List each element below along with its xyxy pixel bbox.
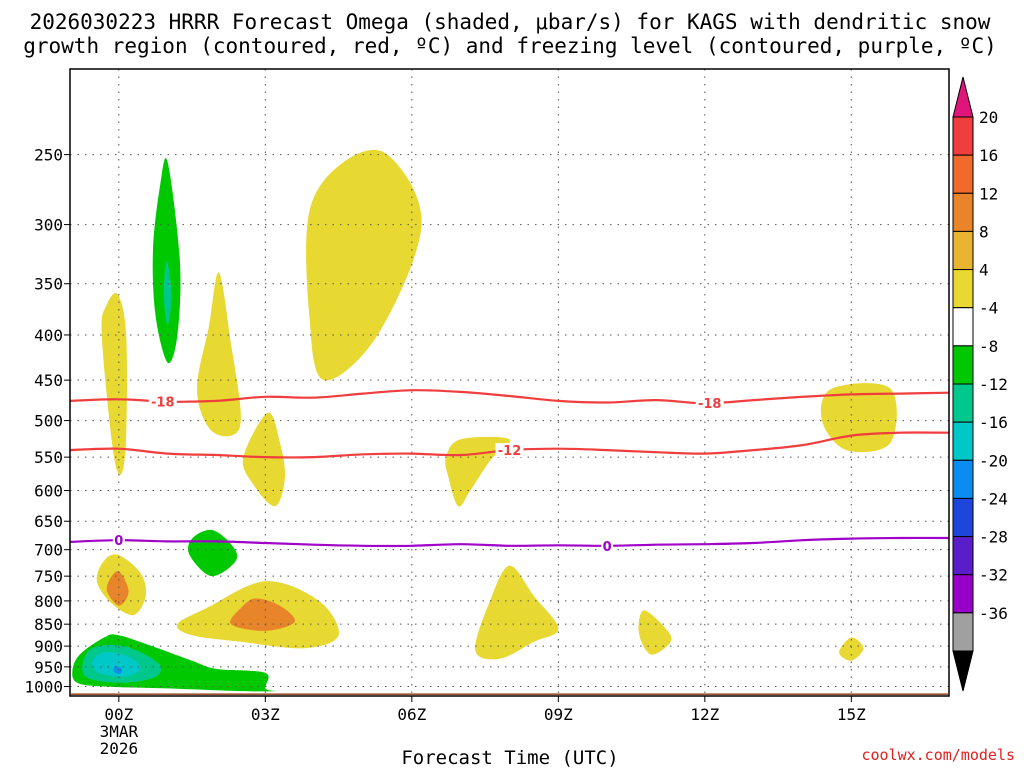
chart-title-line2: growth region (contoured, red, ºC) and f…	[23, 34, 997, 58]
contour-line-0	[69, 536, 950, 548]
y-tick-label: 400	[34, 326, 63, 345]
omega-region-neg4	[188, 529, 238, 577]
colorbar-swatch	[952, 536, 974, 576]
colorbar-label: -32	[979, 566, 1008, 585]
contour-label-bg	[112, 533, 125, 548]
contour-label-0: 0	[603, 540, 612, 555]
x-tick-label: 03Z	[251, 705, 280, 724]
colorbar-swatch	[952, 192, 974, 232]
colorbar-swatch	[952, 230, 974, 271]
contour-label-bg	[495, 443, 524, 458]
contour-label-neg18: -18	[698, 397, 722, 412]
omega-colorbar: 20 16 12 8 4 -4 -8 -12 -16 -20 -24 -28 -32 -36	[952, 76, 1008, 692]
y-tick-label: 1000	[24, 678, 63, 697]
contour-line-neg18	[69, 389, 950, 405]
contour-label-0: 0	[114, 534, 123, 549]
contour-label-neg12: -12	[498, 444, 522, 459]
omega-region-neg16	[113, 665, 123, 675]
colorbar-swatch	[952, 421, 974, 461]
colorbar-label: -8	[979, 337, 998, 356]
colorbar-label: -4	[979, 299, 998, 318]
colorbar-label: -36	[979, 604, 1008, 623]
colorbar-label: 4	[979, 261, 989, 280]
contour-label-neg18: -18	[151, 395, 175, 410]
y-tick-label: 700	[34, 541, 63, 560]
x-tick-year: 2026	[100, 739, 139, 758]
y-tick-label: 650	[34, 512, 63, 531]
y-tick-label: 750	[34, 567, 63, 586]
omega-region-neg8	[163, 261, 172, 326]
y-tick-label: 950	[34, 658, 63, 677]
colorbar-swatch	[952, 574, 974, 614]
y-tick-label: 800	[34, 592, 63, 611]
colorbar-label: 20	[979, 108, 998, 127]
colorbar-swatch	[952, 497, 974, 538]
omega-region-4	[839, 637, 864, 661]
colorbar-label: 12	[979, 184, 998, 203]
x-tick-label: 15Z	[837, 705, 866, 724]
y-tick-label: 600	[34, 482, 63, 501]
y-tick-label: 500	[34, 412, 63, 431]
omega-region-4	[306, 149, 422, 381]
colorbar-swatch	[952, 116, 974, 156]
omega-region-neg4	[152, 158, 181, 364]
omega-region-8	[230, 598, 295, 631]
y-tick-label: 900	[34, 637, 63, 656]
omega-region-neg12	[91, 652, 141, 677]
omega-region-4	[197, 272, 241, 437]
y-tick-label: 350	[34, 275, 63, 294]
x-tick-date: 3MAR	[100, 722, 139, 741]
colorbar-swatch	[952, 154, 974, 194]
contour-label-bg	[695, 395, 724, 410]
colorbar-swatch	[952, 459, 974, 499]
x-tick-label: 06Z	[397, 705, 426, 724]
contour-label-bg	[148, 394, 177, 409]
y-tick-label: 850	[34, 615, 63, 634]
x-tick-label: 12Z	[690, 705, 719, 724]
ground-layer	[71, 693, 948, 695]
colorbar-swatch	[952, 307, 974, 347]
colorbar-bottom-arrow	[952, 650, 974, 692]
y-tick-label: 550	[34, 448, 63, 467]
x-axis-label: Forecast Time (UTC)	[401, 747, 618, 768]
contour-label-bg	[601, 538, 614, 553]
colorbar-swatch	[952, 269, 974, 309]
colorbar-swatch	[952, 383, 974, 423]
colorbar-label: -16	[979, 413, 1008, 432]
omega-region-4	[242, 412, 286, 507]
omega-region-8	[106, 570, 129, 606]
colorbar-label: -24	[979, 489, 1008, 508]
colorbar-label: -20	[979, 451, 1008, 470]
y-axis-ticks: 250 300 350 400 450 500 550 600 650 700 750 800 850 9…	[24, 146, 70, 697]
omega-region-4	[101, 293, 127, 475]
omega-shading	[72, 149, 897, 692]
omega-region-4	[475, 565, 559, 660]
chart-title-line1: 2026030223 HRRR Forecast Omega (shaded, …	[30, 10, 991, 34]
temperature-contours: -18 -18 -12 0 0	[69, 389, 950, 555]
y-tick-label: 250	[34, 146, 63, 165]
colorbar-label: -12	[979, 375, 1008, 394]
x-tick-label: 09Z	[544, 705, 573, 724]
colorbar-label: 16	[979, 146, 998, 165]
colorbar-top-arrow	[952, 76, 974, 118]
ground-fill	[71, 693, 948, 695]
plot-frame	[69, 68, 950, 697]
colorbar-swatch	[952, 345, 974, 385]
colorbar-swatch	[952, 612, 974, 652]
y-tick-label: 300	[34, 216, 63, 235]
colorbar-label: -28	[979, 528, 1008, 547]
credit-text: coolwx.com/models	[861, 746, 1015, 764]
x-tick-label: 00Z	[104, 705, 133, 724]
y-tick-label: 450	[34, 371, 63, 390]
colorbar-label: 8	[979, 222, 989, 241]
omega-region-4	[820, 383, 897, 453]
omega-region-4	[638, 610, 672, 655]
